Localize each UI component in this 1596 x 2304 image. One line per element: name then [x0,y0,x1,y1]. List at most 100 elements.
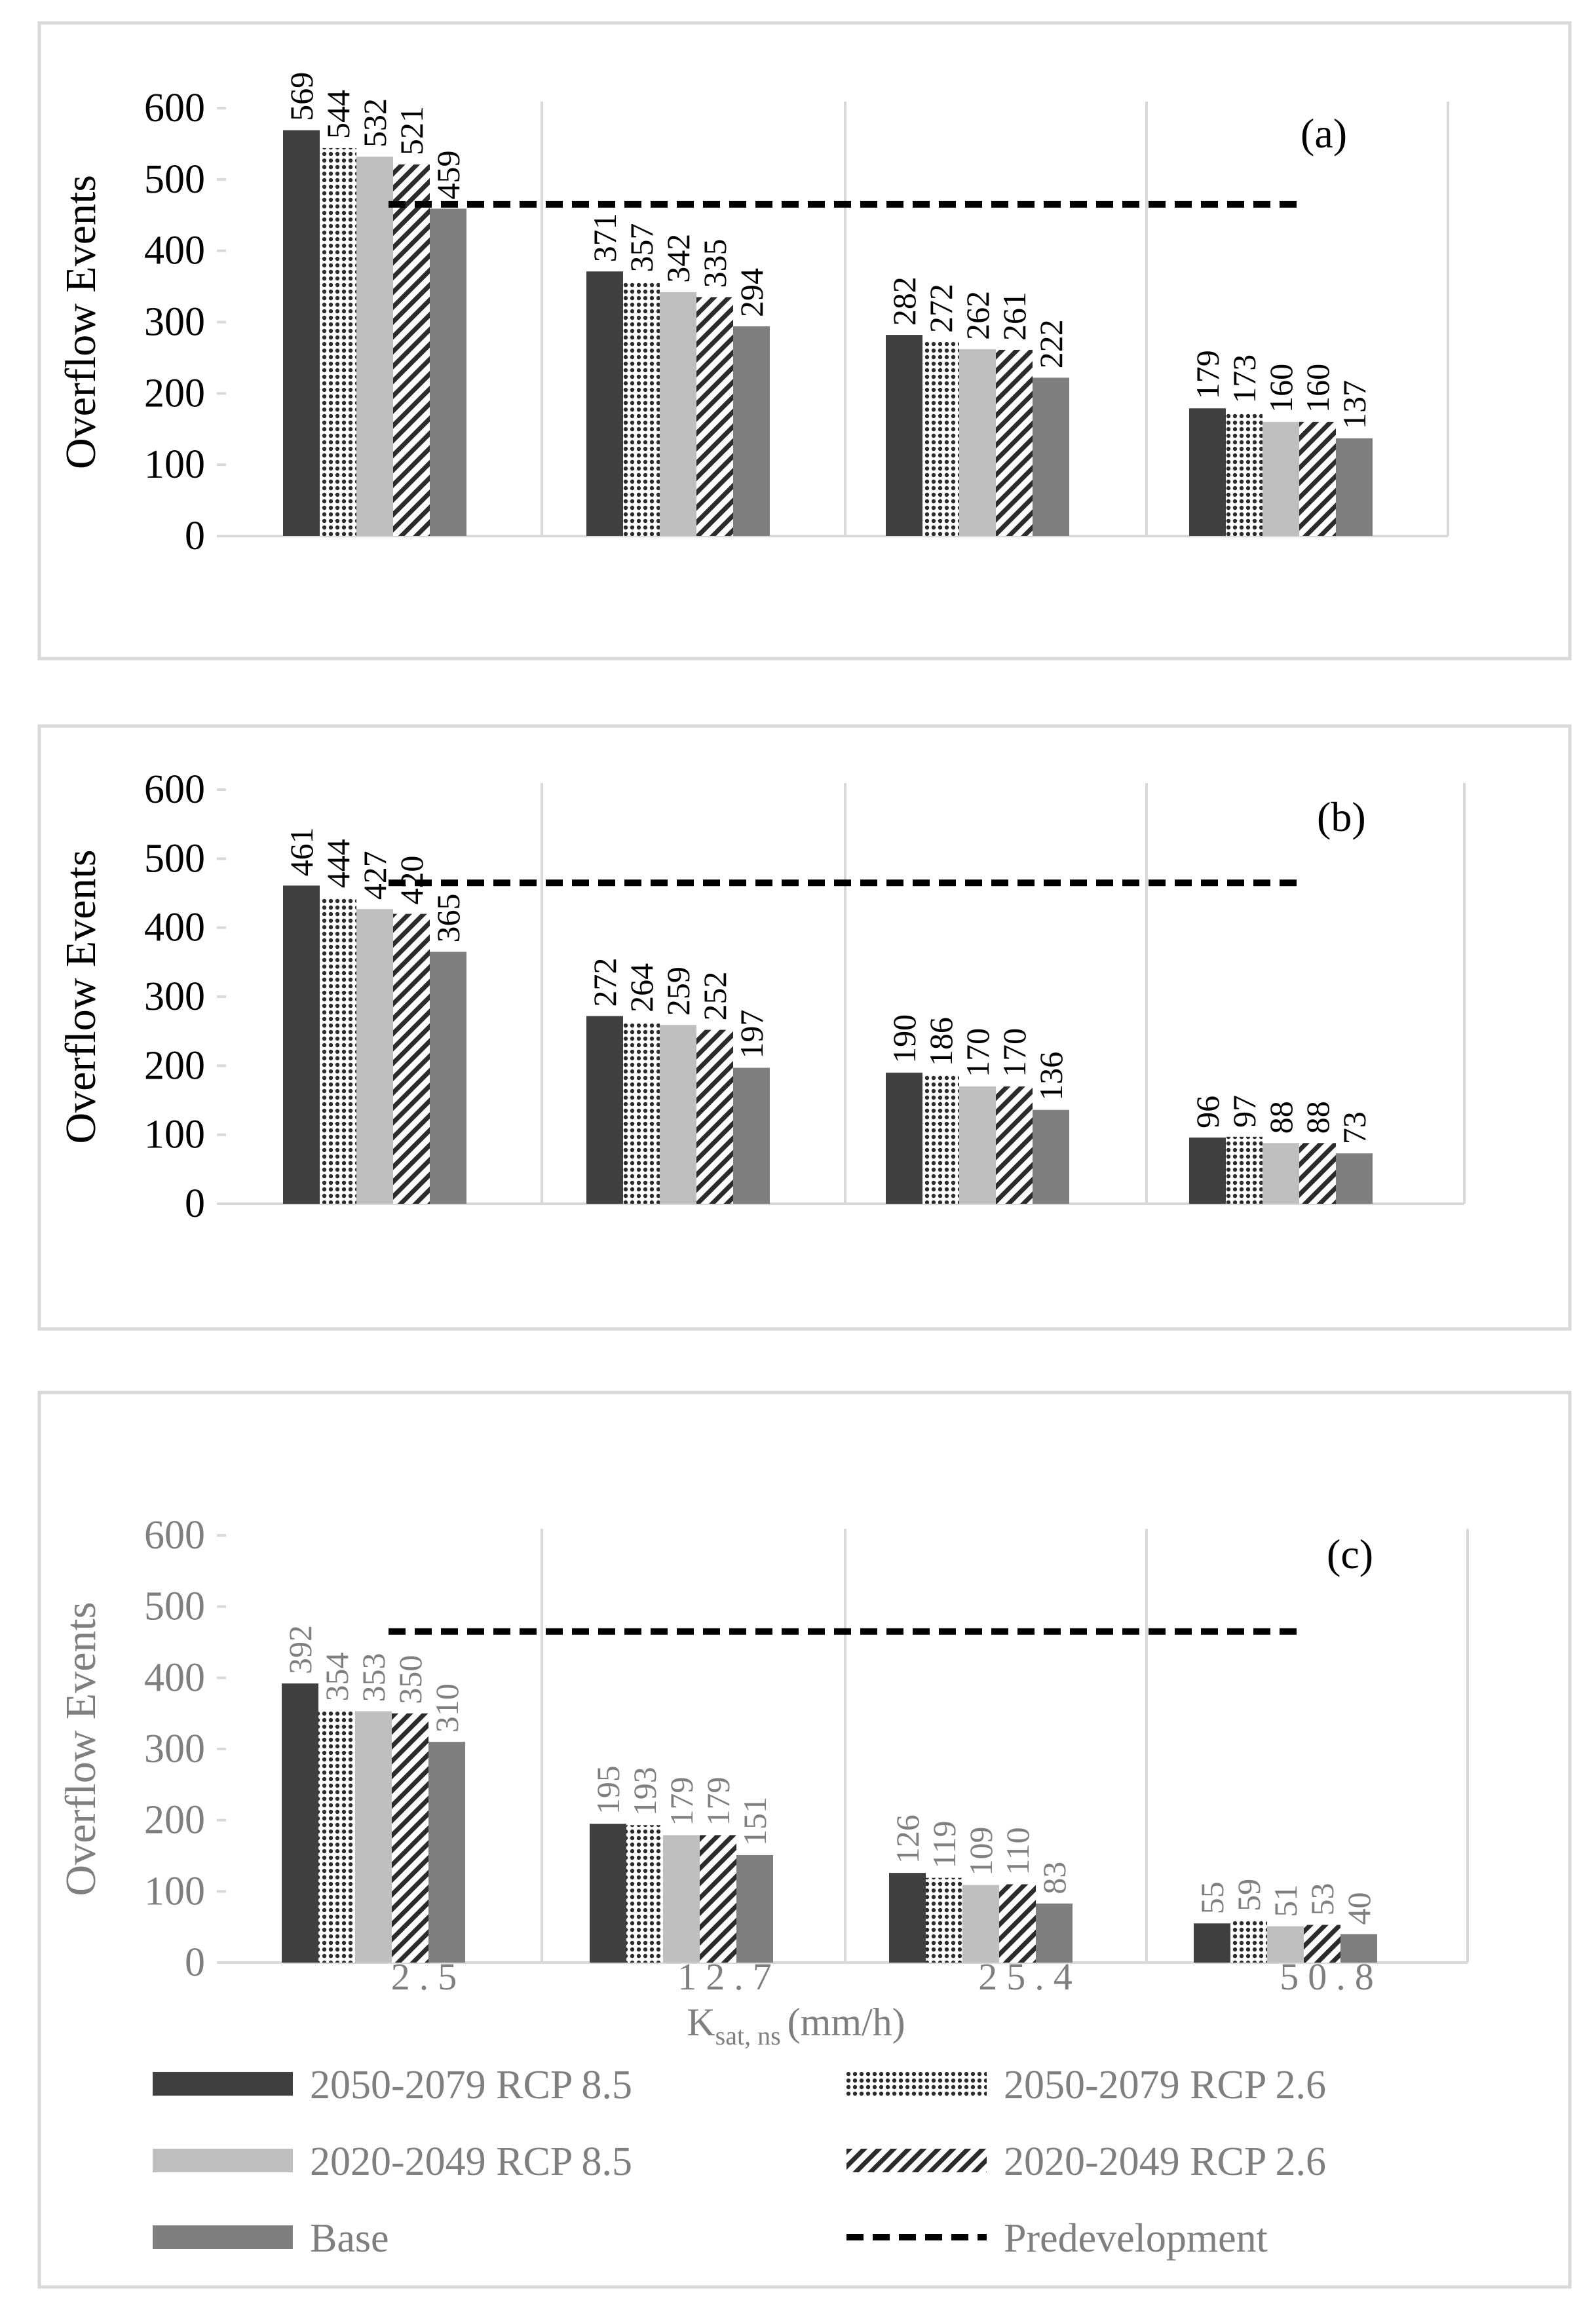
legend: 2050-2079 RCP 8.5 2050-2079 RCP 2.6 2020-2… [153,2063,1326,2261]
y-tick-label: 0 [185,1181,205,1226]
legend-label-base: Base [310,2216,389,2261]
bar-2020-2049-rcp-2-6-2_5 [393,913,430,1204]
data-label: 252 [696,972,733,1021]
y-tick-label: 200 [144,1043,205,1088]
data-label: 335 [696,239,733,288]
legend-swatch-2020-2049-rcp-8-5 [153,2149,293,2172]
bar-2050-2079-rcp-2-6-12_7 [623,1021,660,1204]
bar-2050-2079-rcp-2-6-50_8 [1226,1136,1263,1204]
bar-2020-2049-rcp-2-6-2_5 [392,1713,428,1963]
data-label: 170 [996,1028,1033,1077]
bar-base-12_7 [733,326,770,536]
data-label: 173 [1226,355,1263,404]
x-tick-label: 12.7 [677,1955,781,1998]
data-label: 151 [736,1797,773,1846]
bar-2050-2079-rcp-8-5-2_5 [283,885,320,1204]
bar-base-25_4 [1033,1109,1069,1204]
bar-base-2_5 [428,1742,465,1963]
data-label: 160 [1263,364,1299,413]
bar-base-25_4 [1033,377,1069,536]
y-axis-title: Overflow Events [57,1602,105,1896]
bar-2020-2049-rcp-2-6-12_7 [696,297,733,536]
bar-2050-2079-rcp-2-6-50_8 [1226,412,1263,536]
data-label: 294 [733,268,770,317]
bar-2050-2079-rcp-2-6-25_4 [922,1075,959,1204]
data-label: 119 [926,1821,962,1869]
data-label: 59 [1230,1879,1267,1911]
bar-2020-2049-rcp-2-6-50_8 [1299,1143,1336,1204]
data-label: 40 [1340,1892,1377,1925]
bar-2050-2079-rcp-8-5-25_4 [889,1873,926,1963]
bar-2020-2049-rcp-8-5-2_5 [356,157,393,537]
panel-label: (b) [1317,794,1366,840]
bar-2020-2049-rcp-8-5-2_5 [355,1711,392,1963]
bar-2020-2049-rcp-2-6-25_4 [996,1086,1033,1204]
data-label: 261 [996,292,1033,341]
data-label: 186 [922,1017,959,1066]
legend-swatch-2020-2049-rcp-2-6 [846,2149,987,2172]
data-label: 354 [318,1652,355,1701]
data-label: 136 [1033,1052,1069,1101]
bar-2050-2079-rcp-2-6-12_7 [626,1825,663,1963]
bar-2050-2079-rcp-2-6-50_8 [1230,1920,1267,1963]
y-tick-label: 400 [144,229,205,273]
legend-swatch-2050-2079-rcp-2-6 [846,2072,987,2096]
data-label: 55 [1194,1881,1230,1914]
data-label: 137 [1336,380,1373,429]
data-label: 193 [626,1767,663,1816]
data-label: 170 [959,1028,996,1077]
y-tick-label: 100 [144,442,205,487]
data-label: 83 [1036,1862,1073,1894]
bar-2020-2049-rcp-8-5-12_7 [660,1025,696,1204]
bar-2050-2079-rcp-2-6-2_5 [320,897,356,1204]
data-label: 365 [430,894,466,943]
bar-2050-2079-rcp-8-5-12_7 [590,1824,626,1963]
bar-2050-2079-rcp-8-5-25_4 [886,1072,922,1204]
y-tick-label: 300 [144,974,205,1019]
y-tick-label: 600 [144,767,205,812]
data-label: 264 [623,963,660,1012]
y-tick-label: 300 [144,1727,205,1771]
data-label: 179 [700,1776,736,1826]
data-label: 197 [733,1009,770,1058]
data-label: 195 [590,1765,626,1814]
y-tick-label: 500 [144,157,205,202]
panel-frame [37,21,1572,661]
data-label: 310 [428,1683,465,1733]
panel-label: (a) [1301,110,1347,157]
data-label: 222 [1033,319,1069,368]
data-label: 73 [1336,1111,1373,1144]
bar-base-50_8 [1336,1153,1373,1204]
bar-base-2_5 [430,208,466,536]
data-label: 282 [886,277,922,326]
x-axis-layer: Ksat, ns (mm/h) [687,2001,905,2050]
y-tick-label: 400 [144,906,205,950]
data-label: 51 [1267,1885,1304,1917]
bar-base-50_8 [1340,1934,1377,1963]
legend-swatch-2050-2079-rcp-8-5 [153,2072,293,2096]
data-label: 392 [282,1625,318,1674]
data-label: 459 [430,150,466,199]
data-label: 88 [1263,1101,1299,1134]
data-label: 357 [623,223,660,272]
data-label: 179 [1189,350,1226,399]
legend-label-2050-2079-rcp-8-5: 2050-2079 RCP 8.5 [310,2063,632,2107]
data-label: 350 [392,1655,428,1704]
bar-2020-2049-rcp-8-5-50_8 [1263,1143,1299,1204]
y-tick-label: 100 [144,1113,205,1157]
y-tick-label: 100 [144,1869,205,1913]
bar-base-12_7 [736,1854,773,1963]
data-label: 371 [586,213,623,262]
data-label: 126 [889,1814,926,1864]
bar-2050-2079-rcp-2-6-2_5 [318,1710,355,1963]
bar-2020-2049-rcp-8-5-2_5 [356,909,393,1204]
panel-frame [37,724,1572,1331]
x-tick-label: 50.8 [1280,1955,1383,1998]
bar-2050-2079-rcp-8-5-50_8 [1189,408,1226,536]
data-label: 272 [586,957,623,1007]
panel-label: (c) [1327,1531,1373,1577]
bar-2020-2049-rcp-2-6-50_8 [1304,1925,1340,1963]
data-label: 97 [1226,1095,1263,1128]
y-tick-label: 600 [144,1513,205,1558]
